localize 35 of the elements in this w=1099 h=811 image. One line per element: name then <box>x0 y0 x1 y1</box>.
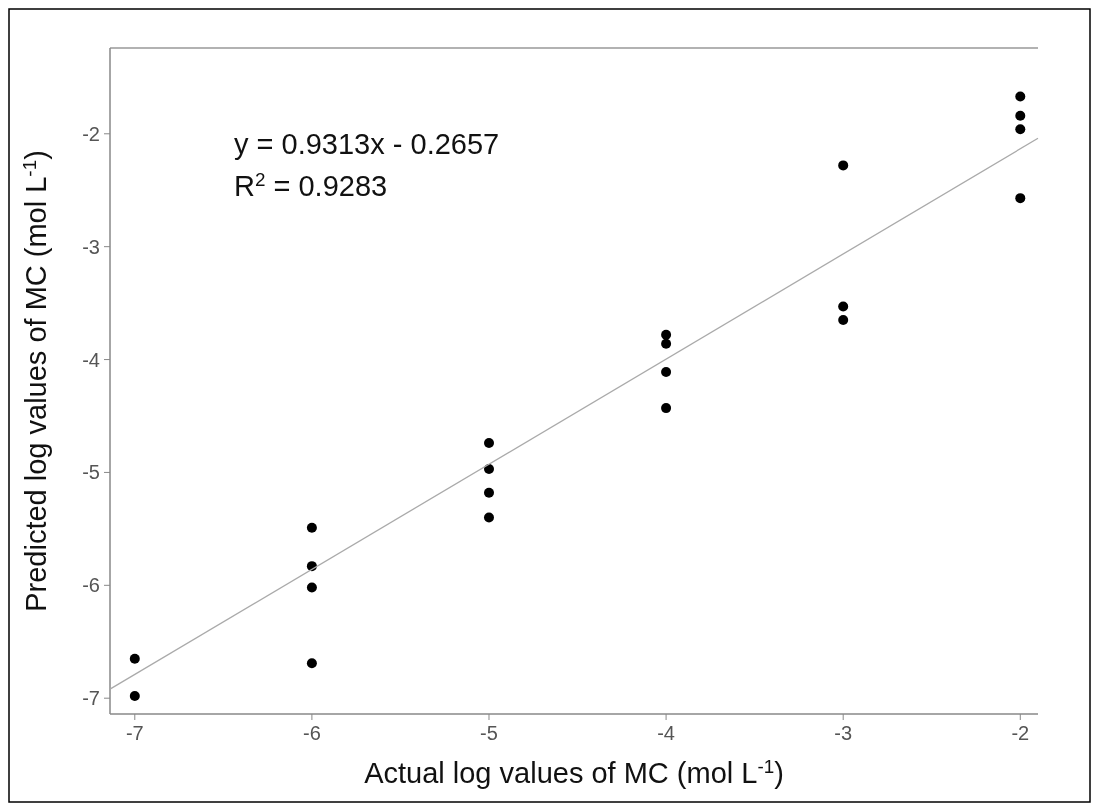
y-tick-label: -2 <box>82 122 100 145</box>
y-tick-label: -5 <box>82 461 100 484</box>
point <box>838 315 849 326</box>
y-tick-label: -4 <box>82 348 100 371</box>
point <box>483 464 494 475</box>
annotation: R$^{2}$ = 0.9283 <box>234 168 388 202</box>
point <box>306 522 317 533</box>
x-tick-label: -4 <box>657 722 675 744</box>
point <box>661 338 672 349</box>
annotation: y = 0.9313x - 0.2657 <box>234 128 500 160</box>
point <box>129 653 140 664</box>
point <box>1015 124 1026 135</box>
point <box>129 690 140 701</box>
point <box>1015 193 1026 204</box>
point <box>483 438 494 449</box>
point <box>306 582 317 593</box>
point <box>1015 91 1026 102</box>
point <box>661 329 672 340</box>
x-axis-title: Actual log values of MC (mol L$^{-1}$) <box>364 755 784 789</box>
point <box>661 366 672 377</box>
point <box>838 160 849 171</box>
point <box>838 301 849 312</box>
point <box>1015 110 1026 121</box>
y-tick-label: -7 <box>82 687 100 710</box>
x-tick-label: -6 <box>302 722 321 744</box>
x-tick-label: -2 <box>1011 722 1030 744</box>
x-tick-label: -3 <box>834 722 853 744</box>
x-tick-label: -7 <box>125 722 144 744</box>
point <box>306 658 317 669</box>
y-tick-label: -6 <box>82 574 100 597</box>
y-tick-label: -3 <box>82 235 100 258</box>
point <box>661 403 672 414</box>
point <box>483 512 494 523</box>
point <box>483 487 494 498</box>
x-tick-label: -5 <box>480 722 498 744</box>
